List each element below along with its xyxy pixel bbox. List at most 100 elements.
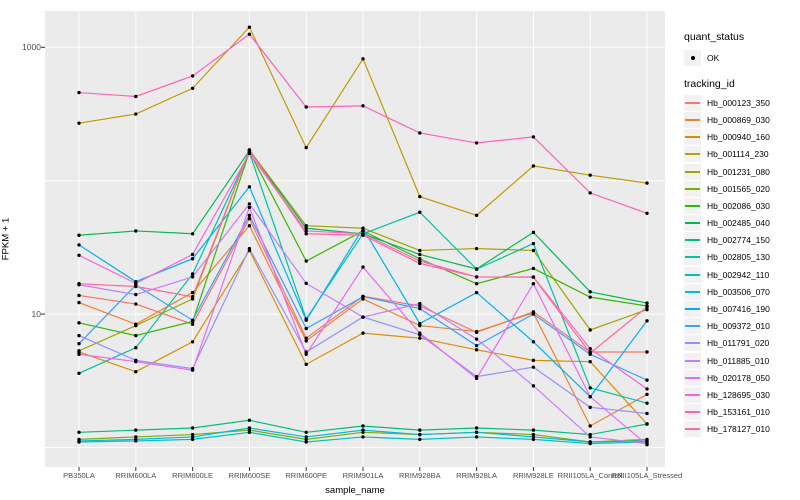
data-point[interactable] xyxy=(190,86,195,90)
data-point[interactable] xyxy=(247,418,252,422)
data-point[interactable] xyxy=(474,275,479,279)
data-point[interactable] xyxy=(361,315,365,319)
data-point[interactable] xyxy=(418,428,422,432)
data-point[interactable] xyxy=(247,32,252,36)
legend-entry-Hb_011885_010[interactable]: Hb_011885_010 xyxy=(684,352,800,369)
data-point[interactable] xyxy=(588,424,592,428)
legend-entry-Hb_000123_350[interactable]: Hb_000123_350 xyxy=(684,94,800,111)
data-point[interactable] xyxy=(418,301,422,306)
data-point[interactable] xyxy=(474,281,479,286)
data-point[interactable] xyxy=(645,378,649,382)
data-point[interactable] xyxy=(247,223,252,228)
data-point[interactable] xyxy=(418,306,422,311)
data-point[interactable] xyxy=(134,284,138,289)
data-point[interactable] xyxy=(588,295,592,299)
legend-entry-Hb_007416_190[interactable]: Hb_007416_190 xyxy=(684,300,800,318)
data-point[interactable] xyxy=(645,442,649,447)
data-point[interactable] xyxy=(531,432,536,437)
data-point[interactable] xyxy=(588,405,592,410)
data-point[interactable] xyxy=(304,232,308,236)
data-point[interactable] xyxy=(474,290,479,295)
data-point[interactable] xyxy=(361,428,365,432)
data-point[interactable] xyxy=(645,422,649,426)
data-point[interactable] xyxy=(588,435,592,439)
data-point[interactable] xyxy=(134,323,138,328)
data-point[interactable] xyxy=(190,340,195,344)
data-point[interactable] xyxy=(418,321,422,326)
legend-entry-Hb_020178_050[interactable]: Hb_020178_050 xyxy=(684,369,800,386)
data-point[interactable] xyxy=(304,326,308,331)
data-point[interactable] xyxy=(361,226,365,230)
legend-entry-Hb_000940_160[interactable]: Hb_000940_160 xyxy=(684,129,800,146)
data-point[interactable] xyxy=(134,370,138,374)
data-point[interactable] xyxy=(531,230,536,235)
legend-entry-Hb_002942_110[interactable]: Hb_002942_110 xyxy=(684,266,800,283)
data-point[interactable] xyxy=(531,340,536,344)
data-point[interactable] xyxy=(304,352,308,356)
data-point[interactable] xyxy=(134,359,138,364)
data-point[interactable] xyxy=(645,319,649,323)
data-point[interactable] xyxy=(304,145,308,150)
data-point[interactable] xyxy=(77,281,81,286)
legend-entry-Hb_178127_010[interactable]: Hb_178127_010 xyxy=(684,421,800,438)
data-point[interactable] xyxy=(645,301,649,305)
legend-entry-Hb_001114_230[interactable]: Hb_001114_230 xyxy=(684,146,800,163)
data-point[interactable] xyxy=(531,281,536,286)
data-point[interactable] xyxy=(645,411,649,416)
data-point[interactable] xyxy=(134,333,138,338)
data-point[interactable] xyxy=(645,387,649,391)
data-point[interactable] xyxy=(77,371,81,375)
data-point[interactable] xyxy=(418,437,422,442)
data-point[interactable] xyxy=(361,57,365,61)
data-point[interactable] xyxy=(531,266,536,271)
data-point[interactable] xyxy=(247,151,252,156)
data-point[interactable] xyxy=(418,259,422,263)
data-point[interactable] xyxy=(190,257,195,261)
data-point[interactable] xyxy=(531,384,536,388)
data-point[interactable] xyxy=(304,435,308,439)
data-point[interactable] xyxy=(190,437,195,442)
data-point[interactable] xyxy=(474,348,479,352)
data-point[interactable] xyxy=(247,202,252,206)
data-point[interactable] xyxy=(77,121,81,125)
data-point[interactable] xyxy=(645,439,649,443)
data-point[interactable] xyxy=(77,233,81,237)
data-point[interactable] xyxy=(77,321,81,325)
data-point[interactable] xyxy=(77,352,81,356)
legend-entry-Hb_002774_150[interactable]: Hb_002774_150 xyxy=(684,232,800,249)
data-point[interactable] xyxy=(418,432,422,437)
data-point[interactable] xyxy=(361,435,365,439)
data-point[interactable] xyxy=(134,112,138,116)
data-point[interactable] xyxy=(418,248,422,253)
data-point[interactable] xyxy=(134,302,138,306)
data-point[interactable] xyxy=(77,253,81,257)
data-point[interactable] xyxy=(77,300,81,305)
data-point[interactable] xyxy=(531,365,536,369)
data-point[interactable] xyxy=(247,213,252,218)
data-point[interactable] xyxy=(247,185,252,189)
data-point[interactable] xyxy=(77,439,81,443)
data-point[interactable] xyxy=(361,424,365,428)
data-point[interactable] xyxy=(190,368,195,372)
data-point[interactable] xyxy=(304,440,308,444)
data-point[interactable] xyxy=(531,248,536,253)
data-point[interactable] xyxy=(361,331,365,335)
data-point[interactable] xyxy=(531,428,536,432)
data-point[interactable] xyxy=(418,261,422,266)
data-point[interactable] xyxy=(304,362,308,367)
legend-entry-Hb_002485_040[interactable]: Hb_002485_040 xyxy=(684,215,800,232)
data-point[interactable] xyxy=(304,339,308,343)
data-point[interactable] xyxy=(474,337,479,341)
data-point[interactable] xyxy=(531,437,536,442)
data-point[interactable] xyxy=(134,94,138,99)
data-point[interactable] xyxy=(531,275,536,279)
data-point[interactable] xyxy=(77,293,81,298)
data-point[interactable] xyxy=(190,74,195,78)
data-point[interactable] xyxy=(361,104,365,108)
data-point[interactable] xyxy=(588,432,592,437)
data-point[interactable] xyxy=(247,148,252,152)
data-point[interactable] xyxy=(588,440,592,444)
data-point[interactable] xyxy=(247,216,252,221)
data-point[interactable] xyxy=(474,435,479,439)
data-point[interactable] xyxy=(645,305,649,309)
